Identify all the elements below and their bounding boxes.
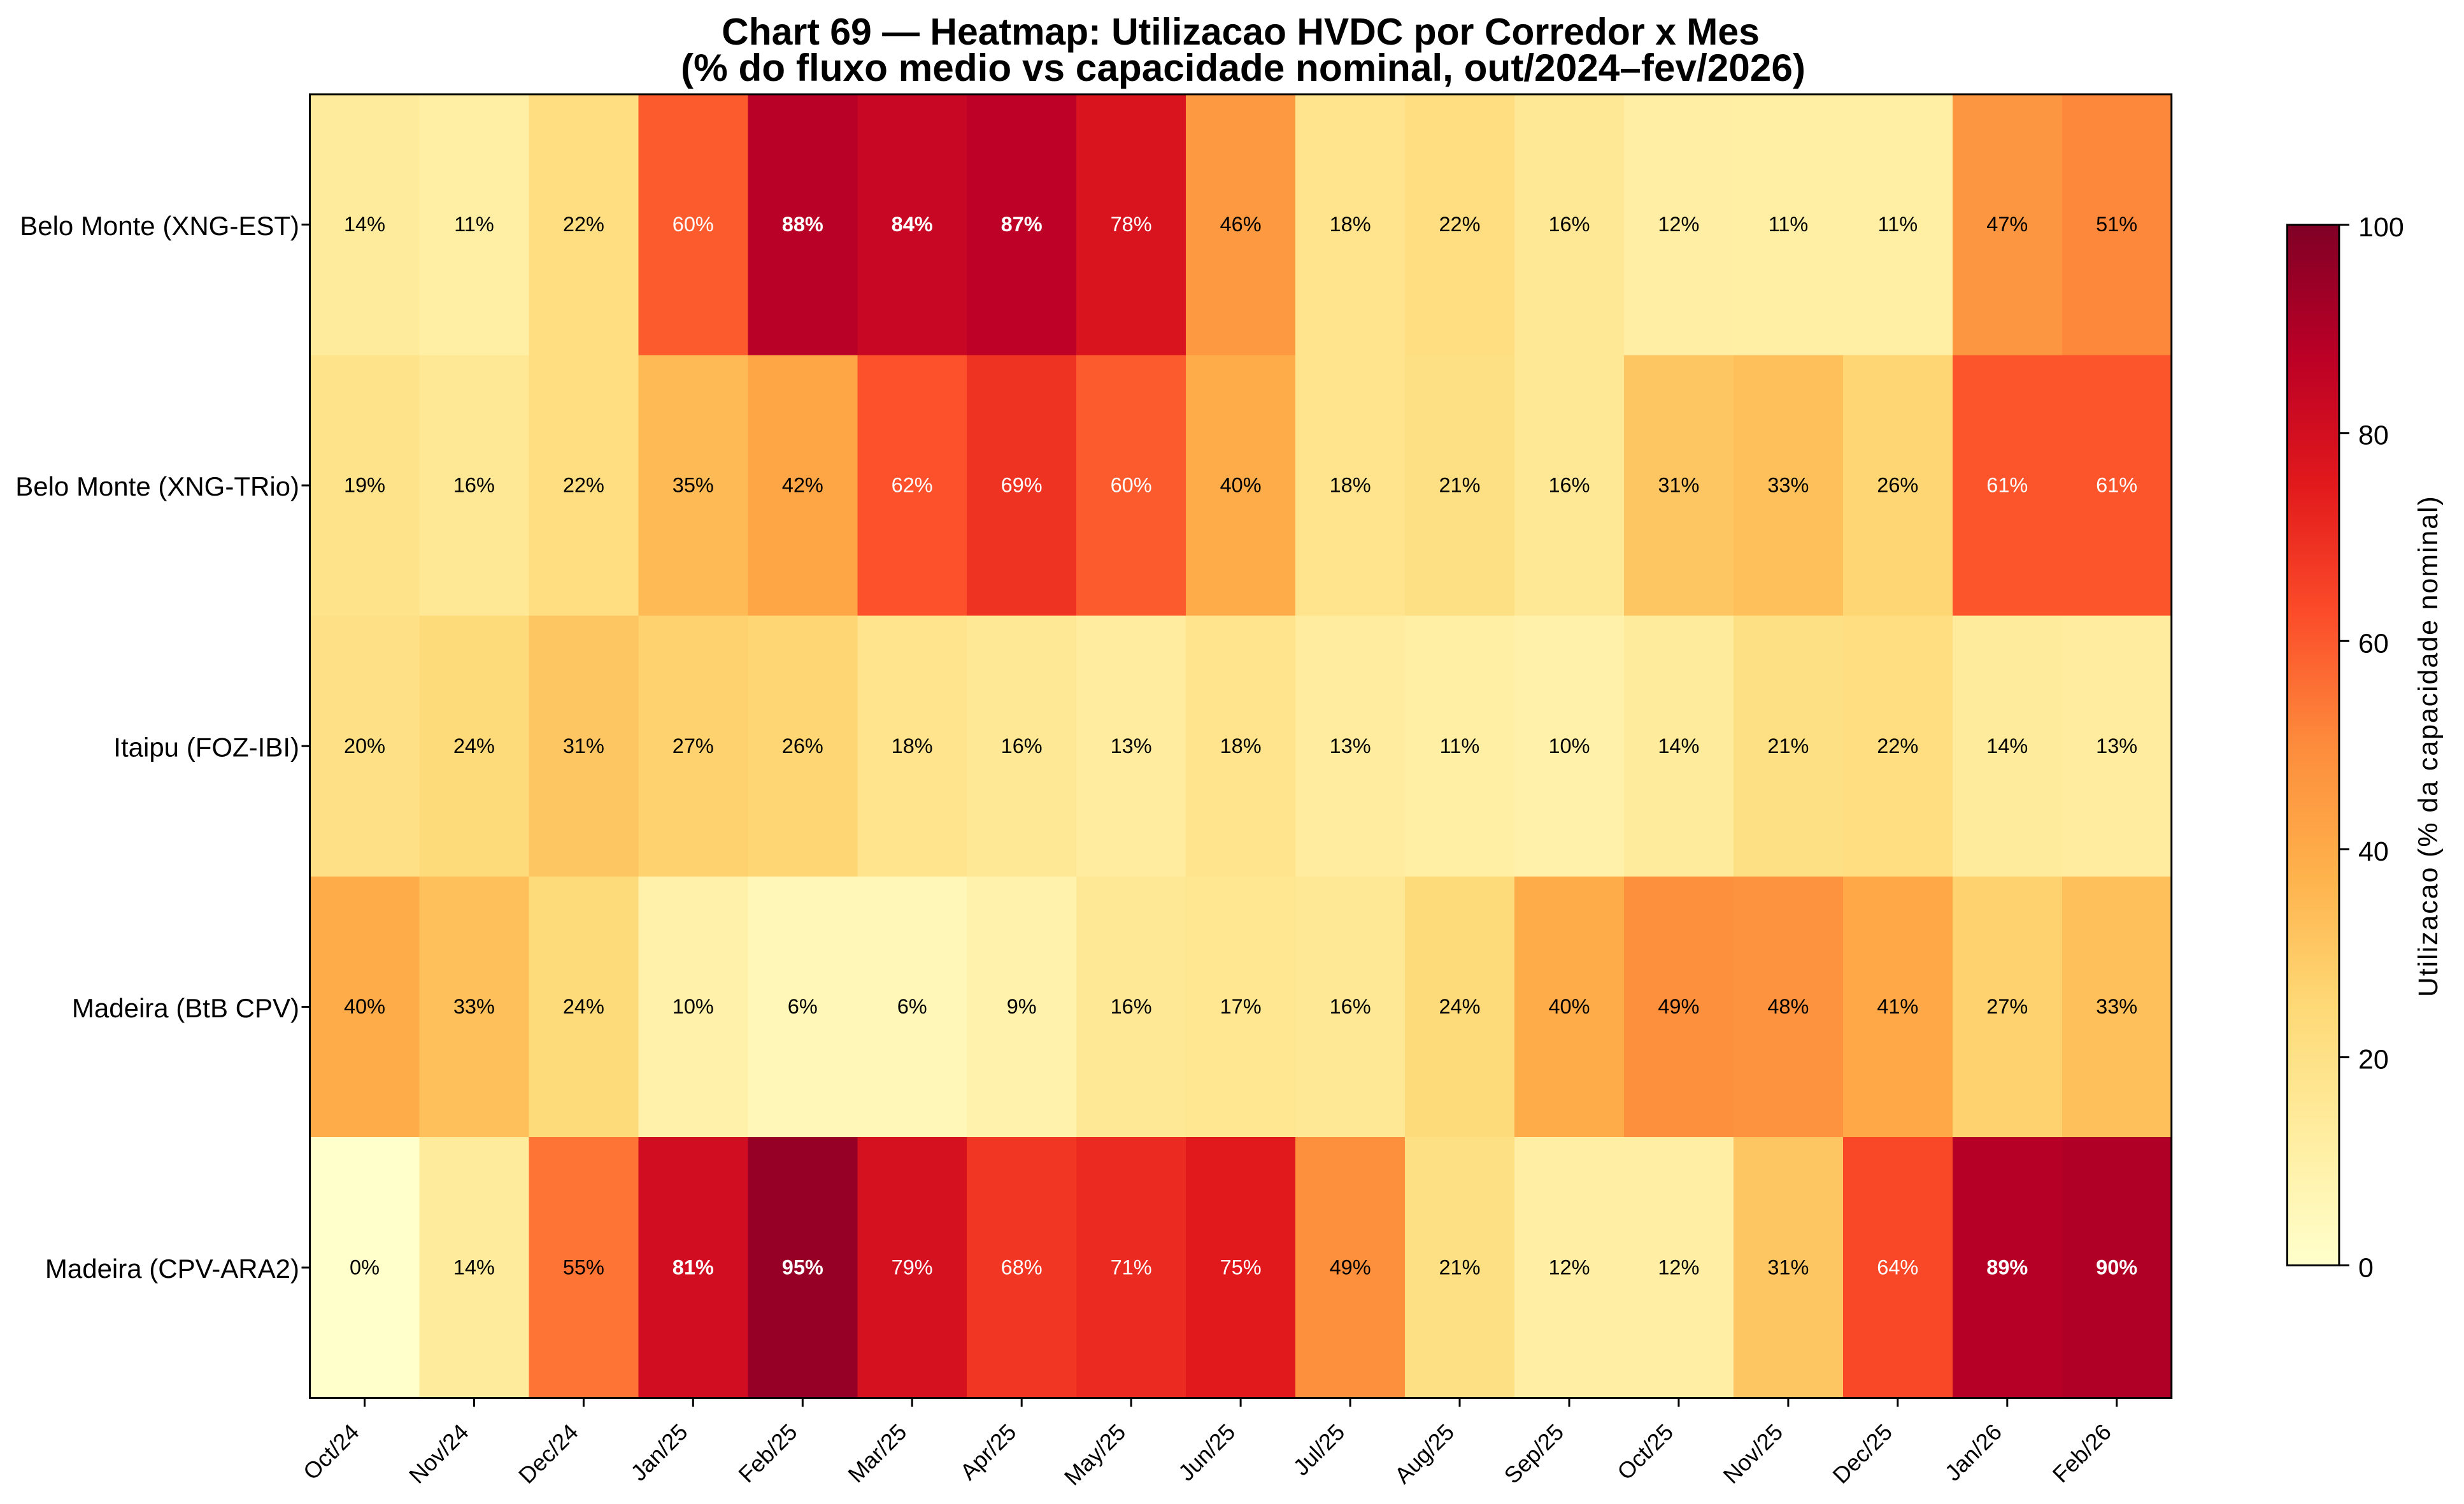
svg-text:35%: 35% — [673, 474, 714, 497]
svg-text:88%: 88% — [782, 213, 823, 236]
svg-text:22%: 22% — [563, 213, 604, 236]
svg-text:16%: 16% — [453, 474, 495, 497]
svg-text:11%: 11% — [1769, 213, 1809, 236]
svg-text:61%: 61% — [2096, 474, 2137, 497]
svg-text:41%: 41% — [1877, 995, 1918, 1018]
svg-text:11%: 11% — [454, 213, 494, 236]
svg-text:81%: 81% — [673, 1256, 714, 1278]
svg-text:40: 40 — [2358, 836, 2389, 867]
svg-text:Itaipu (FOZ-IBI): Itaipu (FOZ-IBI) — [113, 733, 299, 763]
svg-text:14%: 14% — [453, 1256, 495, 1278]
svg-text:62%: 62% — [892, 474, 933, 497]
svg-text:13%: 13% — [2096, 734, 2137, 757]
svg-text:33%: 33% — [2096, 995, 2137, 1018]
svg-text:68%: 68% — [1001, 1256, 1043, 1278]
svg-text:Utilizacao (% da capacidade no: Utilizacao (% da capacidade nominal) — [2413, 495, 2444, 997]
svg-text:60: 60 — [2358, 628, 2389, 659]
svg-text:90%: 90% — [2096, 1256, 2137, 1278]
svg-text:10%: 10% — [673, 995, 714, 1018]
svg-text:24%: 24% — [1439, 995, 1480, 1018]
svg-text:80: 80 — [2358, 420, 2389, 451]
svg-text:16%: 16% — [1548, 213, 1590, 236]
svg-text:22%: 22% — [563, 474, 604, 497]
svg-text:17%: 17% — [1220, 995, 1262, 1018]
svg-text:51%: 51% — [2096, 213, 2137, 236]
svg-text:13%: 13% — [1330, 734, 1371, 757]
svg-text:16%: 16% — [1001, 734, 1043, 757]
svg-text:0%: 0% — [350, 1256, 380, 1278]
svg-text:79%: 79% — [892, 1256, 933, 1278]
svg-text:12%: 12% — [1658, 213, 1699, 236]
svg-text:11%: 11% — [1440, 734, 1480, 757]
svg-text:26%: 26% — [782, 734, 823, 757]
svg-text:20%: 20% — [344, 734, 385, 757]
svg-text:16%: 16% — [1548, 474, 1590, 497]
svg-text:21%: 21% — [1439, 1256, 1480, 1278]
svg-text:60%: 60% — [1111, 474, 1152, 497]
svg-text:71%: 71% — [1111, 1256, 1152, 1278]
svg-text:40%: 40% — [344, 995, 385, 1018]
svg-text:22%: 22% — [1439, 213, 1480, 236]
svg-text:100: 100 — [2358, 212, 2404, 243]
svg-text:14%: 14% — [1986, 734, 2028, 757]
svg-text:87%: 87% — [1001, 213, 1043, 236]
svg-text:21%: 21% — [1439, 474, 1480, 497]
svg-text:42%: 42% — [782, 474, 823, 497]
svg-text:6%: 6% — [897, 995, 927, 1018]
svg-text:27%: 27% — [1986, 995, 2028, 1018]
svg-text:0: 0 — [2358, 1252, 2374, 1283]
svg-text:11%: 11% — [1877, 213, 1918, 236]
svg-text:40%: 40% — [1548, 995, 1590, 1018]
svg-text:14%: 14% — [1658, 734, 1699, 757]
svg-text:49%: 49% — [1658, 995, 1699, 1018]
svg-text:19%: 19% — [344, 474, 385, 497]
svg-text:(% do fluxo medio vs capacidad: (% do fluxo medio vs capacidade nominal,… — [681, 46, 1805, 89]
svg-text:22%: 22% — [1877, 734, 1918, 757]
svg-text:24%: 24% — [563, 995, 604, 1018]
svg-text:10%: 10% — [1548, 734, 1590, 757]
svg-text:27%: 27% — [673, 734, 714, 757]
svg-text:78%: 78% — [1111, 213, 1152, 236]
svg-text:16%: 16% — [1330, 995, 1371, 1018]
svg-text:48%: 48% — [1767, 995, 1809, 1018]
svg-text:20: 20 — [2358, 1045, 2389, 1075]
svg-text:55%: 55% — [563, 1256, 604, 1278]
svg-text:21%: 21% — [1767, 734, 1809, 757]
svg-text:46%: 46% — [1220, 213, 1262, 236]
svg-text:Madeira (CPV-ARA2): Madeira (CPV-ARA2) — [45, 1254, 299, 1284]
svg-text:60%: 60% — [673, 213, 714, 236]
svg-text:9%: 9% — [1007, 995, 1037, 1018]
svg-text:12%: 12% — [1548, 1256, 1590, 1278]
svg-text:16%: 16% — [1111, 995, 1152, 1018]
svg-text:49%: 49% — [1330, 1256, 1371, 1278]
svg-text:31%: 31% — [1658, 474, 1699, 497]
svg-text:89%: 89% — [1986, 1256, 2028, 1278]
svg-text:47%: 47% — [1986, 213, 2028, 236]
svg-text:18%: 18% — [1220, 734, 1262, 757]
svg-text:Chart 69 — Heatmap: Utilizacao: Chart 69 — Heatmap: Utilizacao HVDC por … — [722, 11, 1760, 53]
svg-text:14%: 14% — [344, 213, 385, 236]
svg-text:13%: 13% — [1111, 734, 1152, 757]
svg-text:Madeira (BtB CPV): Madeira (BtB CPV) — [72, 993, 299, 1023]
svg-text:12%: 12% — [1658, 1256, 1699, 1278]
svg-text:31%: 31% — [1767, 1256, 1809, 1278]
svg-text:75%: 75% — [1220, 1256, 1262, 1278]
svg-text:18%: 18% — [1330, 474, 1371, 497]
svg-text:69%: 69% — [1001, 474, 1043, 497]
svg-text:18%: 18% — [1330, 213, 1371, 236]
svg-text:18%: 18% — [892, 734, 933, 757]
svg-text:Belo Monte (XNG-EST): Belo Monte (XNG-EST) — [20, 211, 299, 241]
svg-text:95%: 95% — [782, 1256, 823, 1278]
svg-text:64%: 64% — [1877, 1256, 1918, 1278]
svg-text:Belo Monte (XNG-TRio): Belo Monte (XNG-TRio) — [15, 471, 299, 501]
svg-text:33%: 33% — [1767, 474, 1809, 497]
svg-text:26%: 26% — [1877, 474, 1918, 497]
svg-text:24%: 24% — [453, 734, 495, 757]
svg-text:31%: 31% — [563, 734, 604, 757]
svg-text:33%: 33% — [453, 995, 495, 1018]
svg-text:84%: 84% — [892, 213, 933, 236]
svg-text:6%: 6% — [788, 995, 818, 1018]
svg-text:40%: 40% — [1220, 474, 1262, 497]
svg-text:61%: 61% — [1986, 474, 2028, 497]
